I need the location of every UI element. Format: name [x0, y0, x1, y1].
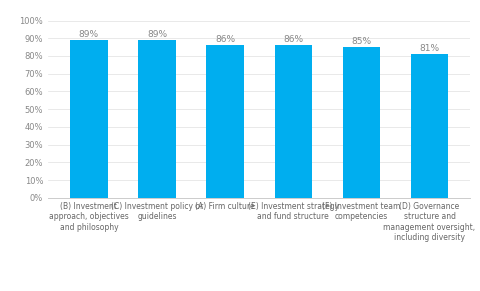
Bar [206, 45, 244, 198]
Bar [411, 54, 448, 198]
Bar [275, 45, 312, 198]
Bar [138, 40, 176, 198]
Text: 89%: 89% [79, 30, 99, 39]
Text: 89%: 89% [147, 30, 167, 39]
Bar [70, 40, 108, 198]
Text: 85%: 85% [351, 37, 372, 46]
Text: 86%: 86% [215, 35, 235, 44]
Text: 86%: 86% [283, 35, 303, 44]
Bar [343, 47, 380, 198]
Text: 81%: 81% [420, 44, 440, 53]
